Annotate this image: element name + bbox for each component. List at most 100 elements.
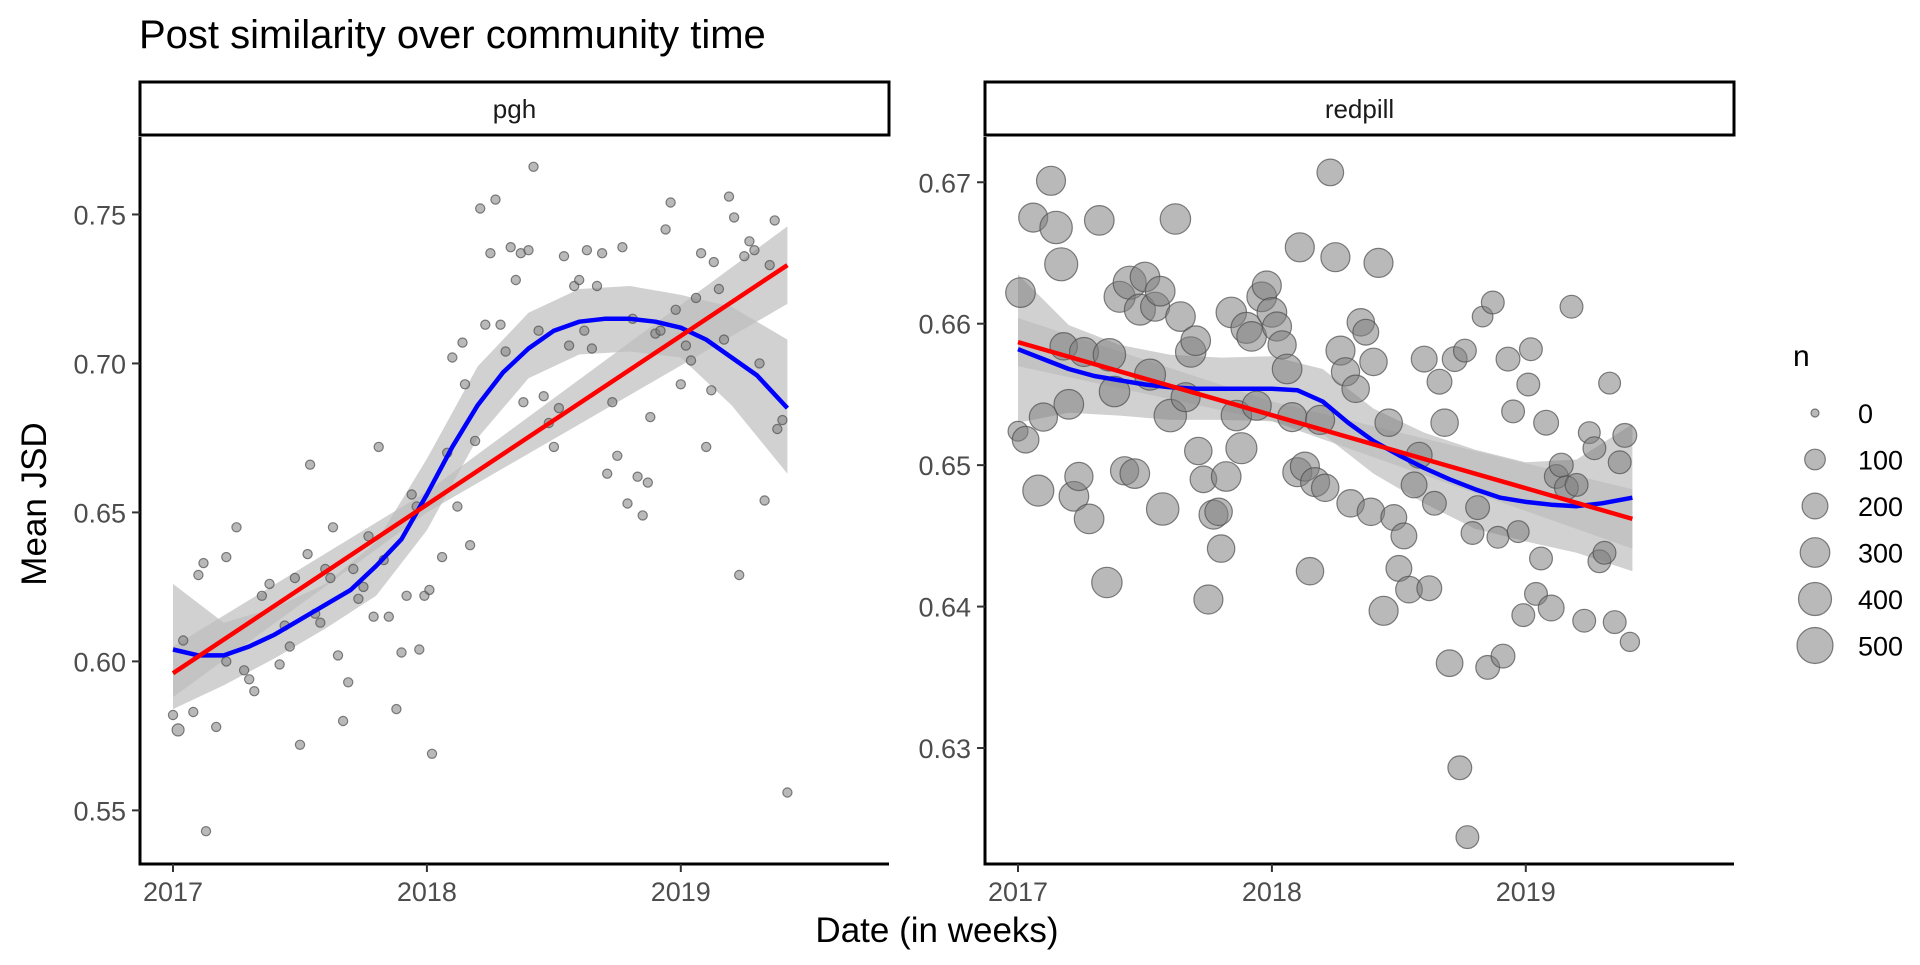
- y-axis-label: Mean JSD: [15, 422, 54, 585]
- data-point: [424, 584, 435, 596]
- data-point: [744, 236, 755, 247]
- data-point: [1284, 232, 1315, 263]
- x-tick-label: 2017: [143, 877, 203, 907]
- x-axis-label: Date (in weeks): [815, 911, 1058, 950]
- data-point: [1005, 277, 1036, 309]
- data-point: [581, 244, 593, 256]
- data-point: [1400, 471, 1428, 499]
- data-point: [1533, 409, 1560, 436]
- data-point: [1607, 450, 1632, 475]
- data-point: [1447, 755, 1473, 781]
- data-point: [1356, 497, 1386, 527]
- data-point: [1098, 375, 1131, 408]
- data-point: [1548, 452, 1574, 478]
- data-point: [586, 343, 598, 354]
- smooth-trend-line: [172, 316, 790, 658]
- data-point: [655, 325, 666, 336]
- data-point: [548, 441, 560, 453]
- data-point: [475, 203, 486, 214]
- data-point: [368, 611, 379, 622]
- data-point: [500, 346, 511, 357]
- data-point: [332, 650, 344, 661]
- data-point: [510, 274, 521, 286]
- data-point: [1582, 436, 1607, 461]
- data-point: [1180, 325, 1212, 357]
- data-point: [1064, 461, 1094, 492]
- data-point: [1310, 473, 1340, 503]
- data-point: [1341, 374, 1370, 404]
- data-point: [1144, 275, 1176, 307]
- data-point: [1452, 338, 1477, 363]
- data-point: [695, 247, 707, 259]
- data-point: [1011, 425, 1040, 454]
- x-tick-label: 2017: [988, 877, 1048, 907]
- data-point: [464, 540, 476, 551]
- data-point: [1359, 347, 1388, 377]
- y-tick-label: 0.60: [73, 647, 126, 677]
- data-point: [1363, 247, 1394, 278]
- data-point: [343, 677, 354, 688]
- data-point: [718, 334, 730, 345]
- legend-label: 500: [1858, 632, 1903, 662]
- data-point: [1039, 210, 1073, 245]
- data-point: [1537, 594, 1565, 622]
- data-point: [1592, 540, 1617, 565]
- data-point: [1320, 242, 1351, 273]
- data-point: [505, 241, 516, 253]
- data-point: [358, 581, 369, 593]
- legend-title: n: [1793, 340, 1810, 373]
- legend-key: [1796, 626, 1834, 665]
- data-point: [1206, 534, 1236, 563]
- y-tick-label: 0.66: [918, 310, 971, 340]
- legend-key: [1804, 448, 1826, 471]
- data-point: [528, 161, 539, 172]
- data-point: [221, 551, 232, 563]
- data-point: [670, 304, 681, 315]
- data-point: [1602, 610, 1627, 635]
- linear-trend-line: [1017, 339, 1634, 522]
- data-point: [685, 355, 697, 366]
- facet-strip-label: redpill: [1325, 94, 1394, 124]
- data-point: [1159, 203, 1192, 235]
- data-point: [177, 635, 189, 646]
- data-point: [713, 283, 725, 295]
- legend-key: [1810, 408, 1820, 418]
- data-point: [1368, 595, 1399, 626]
- data-point: [645, 411, 656, 423]
- data-point: [1511, 603, 1536, 628]
- data-point: [1316, 158, 1345, 187]
- facet-strip-label: pgh: [493, 94, 536, 124]
- data-point: [596, 247, 608, 259]
- data-point: [1028, 402, 1059, 432]
- data-point: [383, 611, 394, 622]
- data-point: [769, 215, 780, 226]
- data-point: [1559, 294, 1584, 319]
- y-tick-label: 0.65: [918, 451, 971, 481]
- data-point: [315, 617, 326, 628]
- data-point: [723, 191, 735, 202]
- data-point: [1083, 204, 1115, 236]
- data-point: [754, 358, 765, 369]
- data-point: [426, 748, 438, 760]
- data-point: [574, 274, 585, 286]
- data-point: [188, 706, 199, 718]
- data-point: [302, 548, 313, 560]
- data-point: [1490, 643, 1516, 669]
- data-point: [436, 551, 448, 563]
- legend-key: [1801, 492, 1829, 520]
- data-point: [538, 391, 549, 402]
- data-point: [1518, 337, 1543, 362]
- data-point: [198, 557, 209, 569]
- data-point: [238, 665, 250, 676]
- data-point: [782, 787, 793, 798]
- data-point: [607, 397, 618, 408]
- data-point: [1073, 503, 1105, 535]
- data-point: [414, 644, 425, 655]
- data-point: [708, 256, 720, 268]
- data-point: [1119, 458, 1151, 490]
- data-point: [728, 212, 740, 223]
- data-point: [734, 569, 745, 581]
- y-tick-label: 0.65: [73, 498, 126, 528]
- data-point: [1619, 631, 1641, 653]
